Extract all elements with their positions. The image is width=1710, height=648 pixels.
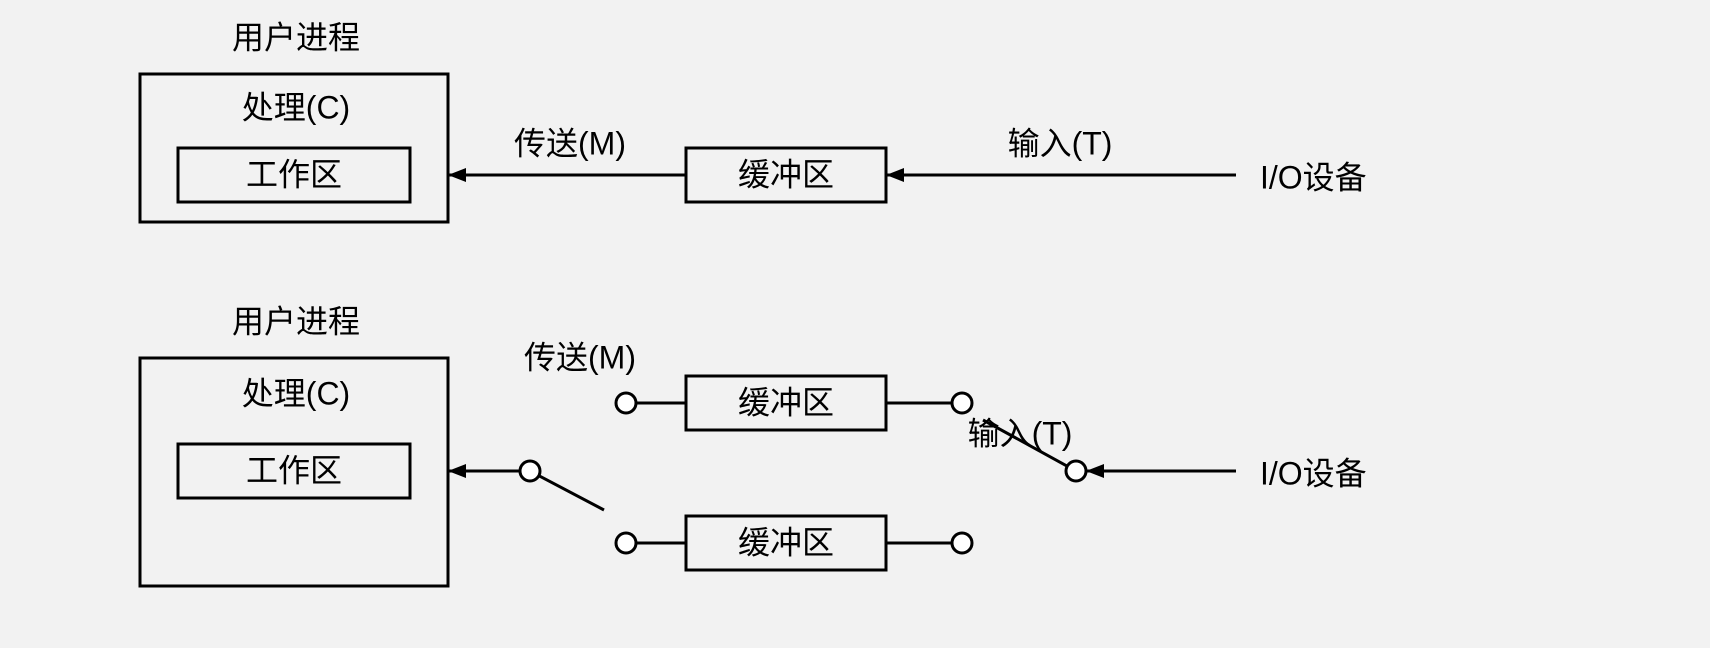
node-bot_title: 用户进程 bbox=[232, 303, 360, 339]
label-bot_process: 处理(C) bbox=[242, 375, 350, 411]
node-bot_workarea: 工作区 bbox=[178, 444, 410, 498]
switch-pivot-right bbox=[1066, 461, 1086, 481]
label-bot_title: 用户进程 bbox=[232, 303, 360, 339]
label-bot_transfer_lbl: 传送(M) bbox=[524, 339, 636, 375]
diagram-canvas: 用户进程处理(C)工作区传送(M)缓冲区输入(T)I/O设备用户进程处理(C)工… bbox=[0, 0, 1710, 648]
label-top_workarea: 工作区 bbox=[246, 156, 342, 192]
node-bot_io: I/O设备 bbox=[1260, 455, 1367, 491]
node-top_title: 用户进程 bbox=[232, 19, 360, 55]
node-bot_transfer_lbl: 传送(M) bbox=[524, 339, 636, 375]
label-top_title: 用户进程 bbox=[232, 19, 360, 55]
node-bot_process: 处理(C) bbox=[242, 375, 350, 411]
node-top_io: I/O设备 bbox=[1260, 159, 1367, 195]
label-bot_buffer1: 缓冲区 bbox=[738, 384, 834, 420]
switch-terminal-right-bot bbox=[952, 533, 972, 553]
label-top_input_lbl: 输入(T) bbox=[1008, 125, 1113, 161]
label-top_process: 处理(C) bbox=[242, 89, 350, 125]
node-top_transfer_lbl: 传送(M) bbox=[514, 125, 626, 161]
switch-arm-left bbox=[539, 476, 604, 510]
node-top_input_lbl: 输入(T) bbox=[1008, 125, 1113, 161]
node-top_process: 处理(C) bbox=[242, 89, 350, 125]
node-bot_buffer1: 缓冲区 bbox=[686, 376, 886, 430]
label-top_transfer_lbl: 传送(M) bbox=[514, 125, 626, 161]
node-top_workarea: 工作区 bbox=[178, 148, 410, 202]
switch-terminal-left-bot bbox=[616, 533, 636, 553]
label-bot_io: I/O设备 bbox=[1260, 455, 1367, 491]
label-bot_buffer2: 缓冲区 bbox=[738, 524, 834, 560]
node-bot_buffer2: 缓冲区 bbox=[686, 516, 886, 570]
label-top_buffer: 缓冲区 bbox=[738, 156, 834, 192]
switch-pivot-left bbox=[520, 461, 540, 481]
label-top_io: I/O设备 bbox=[1260, 159, 1367, 195]
node-top_buffer: 缓冲区 bbox=[686, 148, 886, 202]
switch-terminal-left-top bbox=[616, 393, 636, 413]
label-bot_workarea: 工作区 bbox=[246, 452, 342, 488]
switch-terminal-right-top bbox=[952, 393, 972, 413]
